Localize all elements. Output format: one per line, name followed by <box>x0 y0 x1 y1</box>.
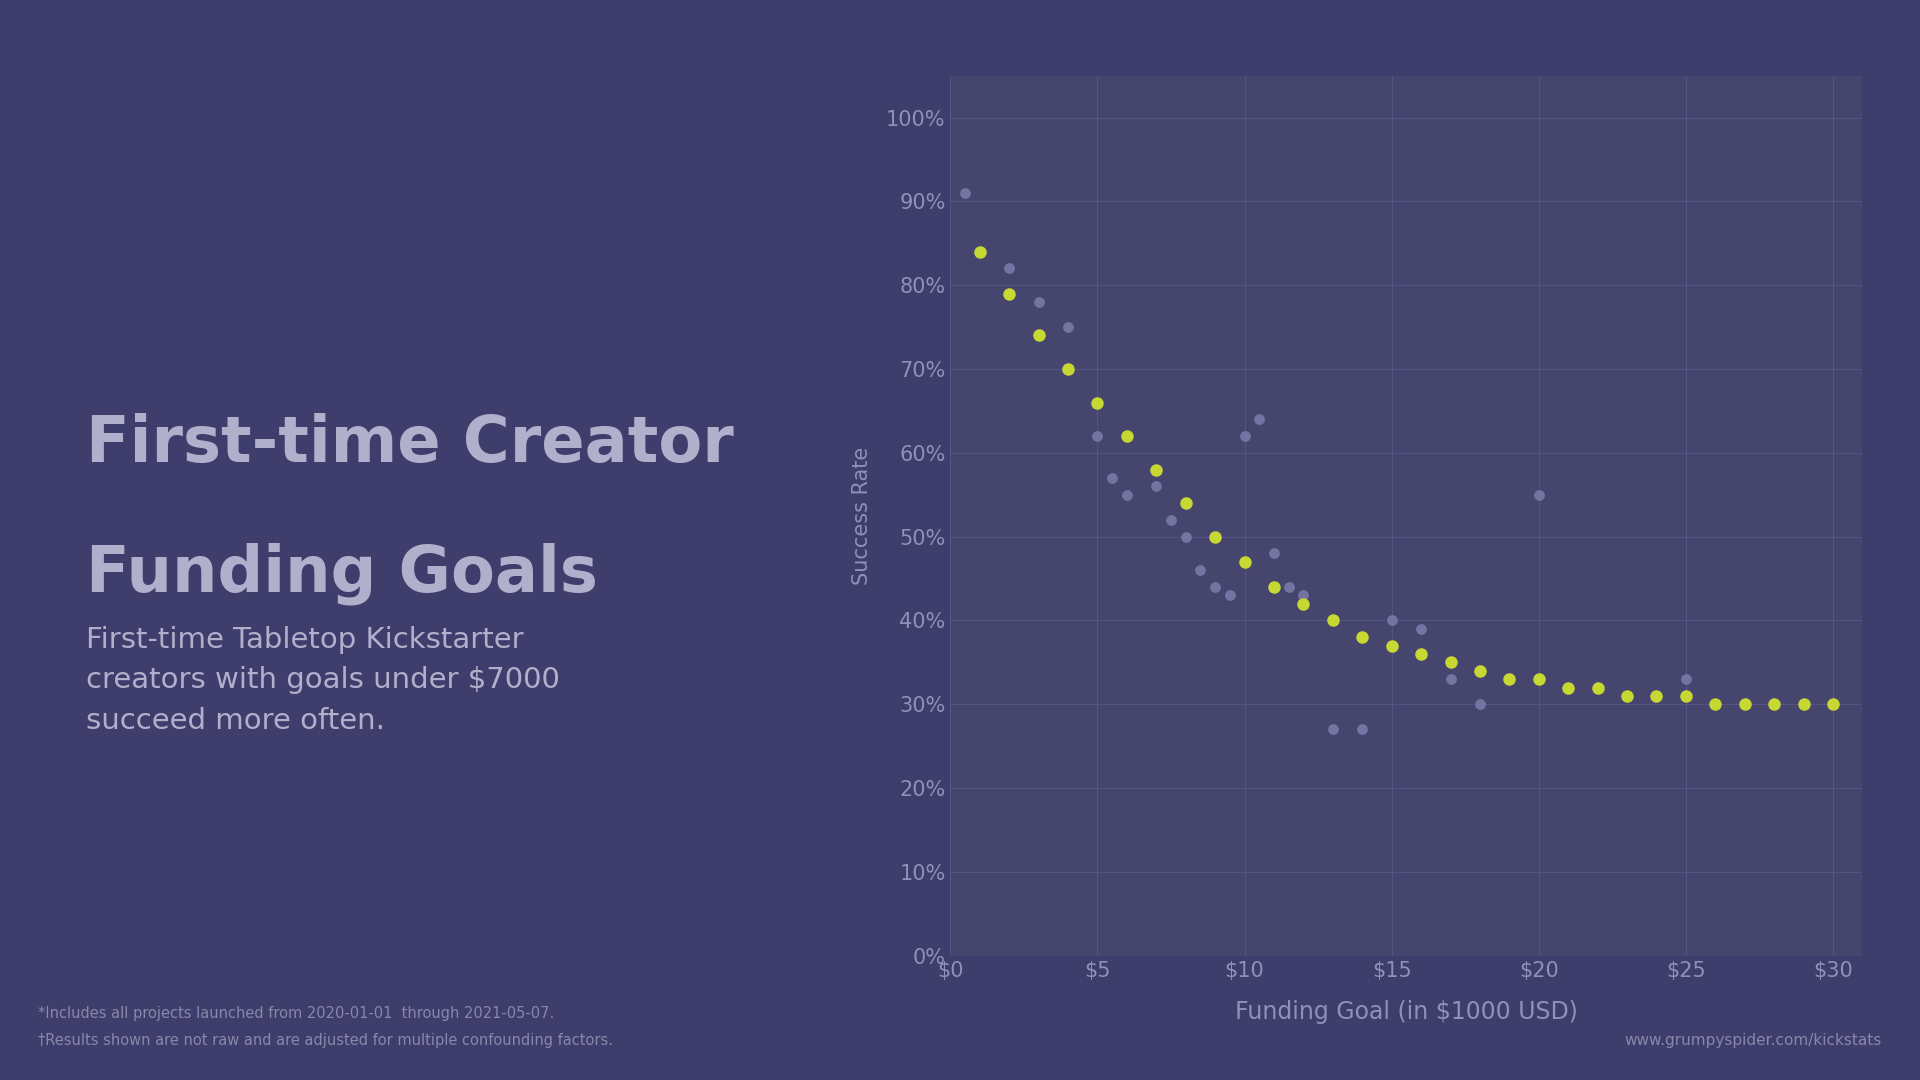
Point <box>1348 720 1379 738</box>
Point <box>1670 671 1701 688</box>
Text: First-time Tabletop Kickstarter
creators with goals under $7000
succeed more oft: First-time Tabletop Kickstarter creators… <box>86 626 561 734</box>
Point <box>1405 620 1436 637</box>
Point <box>1171 528 1202 545</box>
Point <box>1096 470 1127 487</box>
Point <box>950 185 981 202</box>
Point <box>1200 578 1231 595</box>
Point <box>1229 428 1260 445</box>
Point <box>1156 511 1187 528</box>
Point <box>1244 410 1275 428</box>
Text: Funding Goals: Funding Goals <box>86 542 599 605</box>
Point <box>1465 696 1496 713</box>
Point <box>1112 486 1142 503</box>
Point <box>1523 486 1553 503</box>
Point <box>1215 586 1246 604</box>
Text: First-time Creator: First-time Creator <box>86 414 733 475</box>
Point <box>1273 578 1304 595</box>
Point <box>1260 544 1290 562</box>
Point <box>1185 562 1215 579</box>
Y-axis label: Success Rate: Success Rate <box>852 446 872 585</box>
Point <box>1377 612 1407 630</box>
Point <box>995 260 1025 278</box>
Text: †Results shown are not raw and are adjusted for multiple confounding factors.: †Results shown are not raw and are adjus… <box>38 1032 612 1048</box>
Point <box>1288 586 1319 604</box>
Point <box>1140 477 1171 495</box>
Point <box>1023 294 1054 311</box>
Point <box>1052 319 1083 336</box>
Point <box>1818 696 1849 713</box>
Text: *Includes all projects launched from 2020-01-01  through 2021-05-07.: *Includes all projects launched from 202… <box>38 1005 555 1021</box>
X-axis label: Funding Goal (in $1000 USD): Funding Goal (in $1000 USD) <box>1235 1000 1578 1024</box>
Text: www.grumpyspider.com/kickstats: www.grumpyspider.com/kickstats <box>1624 1032 1882 1048</box>
Point <box>1083 428 1114 445</box>
Point <box>1434 671 1465 688</box>
Point <box>1317 720 1348 738</box>
